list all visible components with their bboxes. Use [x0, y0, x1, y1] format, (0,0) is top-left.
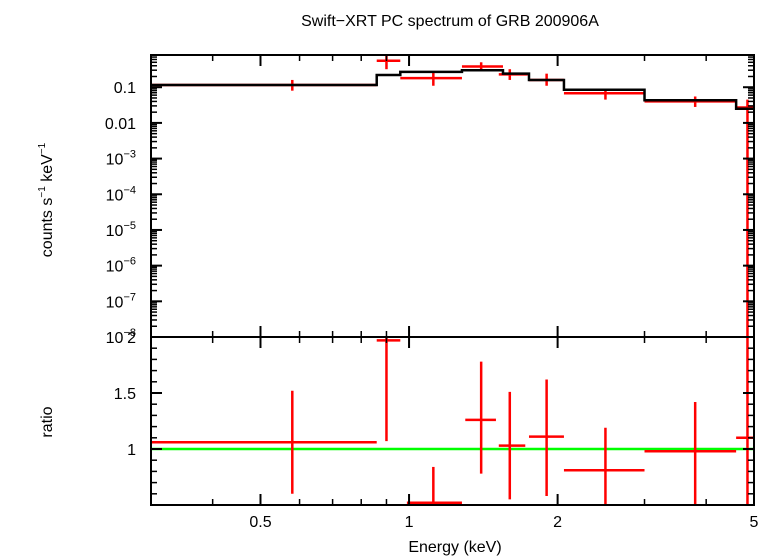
x-tick-label: 5 [750, 514, 759, 531]
y-tick-mantissa: 0.1 [114, 80, 136, 97]
ratio-y-tick-label: 1 [127, 442, 136, 459]
ratio-data-point [736, 337, 754, 505]
y-tick-mantissa: 10 [106, 330, 124, 347]
ratio-data-point [465, 361, 496, 474]
y-axis-label-ratio: ratio [39, 406, 56, 437]
ratio-frame [150, 336, 755, 506]
y-tick-label: 10−4 [106, 184, 136, 204]
y-label-exp-counts: −1 [37, 186, 48, 198]
y-tick-exponent: −6 [123, 256, 136, 268]
ratio-panel: 1 1.5 2 0.5 1 2 5 ratio Energy (keV) [39, 330, 759, 556]
ratio-marks [151, 337, 754, 505]
ratio-data-point [563, 427, 645, 505]
y-tick-label: 10−3 [106, 149, 136, 169]
y-tick-label: 10−8 [106, 327, 136, 347]
ratio-data-point [151, 390, 377, 494]
y-label-part-kev: keV [39, 154, 56, 186]
x-tick-label: 0.5 [249, 514, 271, 531]
y-tick-mantissa: 10 [106, 187, 124, 204]
y-tick-label: 10−6 [106, 256, 136, 276]
y-tick-exponent: −5 [123, 220, 136, 232]
x-axis-label: Energy (keV) [408, 539, 501, 556]
ratio-data-point [528, 379, 564, 497]
y-tick-exponent: −4 [123, 184, 136, 196]
y-tick-mantissa: 0.01 [105, 116, 136, 133]
x-tick-label: 1 [405, 514, 414, 531]
chart-title: Swift−XRT PC spectrum of GRB 200906A [301, 13, 599, 30]
spectrum-frame [150, 54, 755, 338]
y-label-part-counts: counts s [39, 198, 56, 258]
ratio-y-tick-label: 1.5 [114, 386, 136, 403]
y-tick-label: 10−5 [106, 220, 136, 240]
y-tick-mantissa: 10 [106, 294, 124, 311]
y-tick-label: 10−7 [106, 291, 136, 311]
y-tick-exponent: −7 [123, 291, 136, 303]
spectrum-data-point [400, 73, 462, 86]
ratio-data-point [406, 466, 462, 505]
x-tick-label: 2 [553, 514, 562, 531]
spectrum-marks [151, 55, 754, 337]
spectrum-data-point [376, 55, 401, 70]
y-tick-mantissa: 10 [106, 223, 124, 240]
y-axis-label-spectrum: counts s−1 keV−1 [37, 142, 56, 257]
ratio-tick-labels: 1 1.5 2 0.5 1 2 5 [114, 330, 759, 531]
ratio-ticks [150, 336, 755, 506]
y-tick-exponent: −8 [123, 327, 136, 339]
spectrum-ticks [150, 54, 755, 338]
y-tick-label: 0.1 [114, 80, 136, 97]
y-tick-exponent: −3 [123, 149, 136, 161]
ratio-data-point [644, 401, 737, 505]
y-tick-mantissa: 10 [106, 259, 124, 276]
ratio-y-tick-label: 2 [127, 330, 136, 347]
model-histogram-line [151, 68, 754, 110]
spectrum-data-point [644, 96, 737, 107]
ratio-data-point [498, 391, 526, 500]
y-tick-mantissa: 10 [106, 152, 124, 169]
y-tick-label: 0.01 [105, 116, 136, 133]
y-label-exp-kev: −1 [37, 142, 48, 154]
ratio-data-point [376, 337, 401, 442]
